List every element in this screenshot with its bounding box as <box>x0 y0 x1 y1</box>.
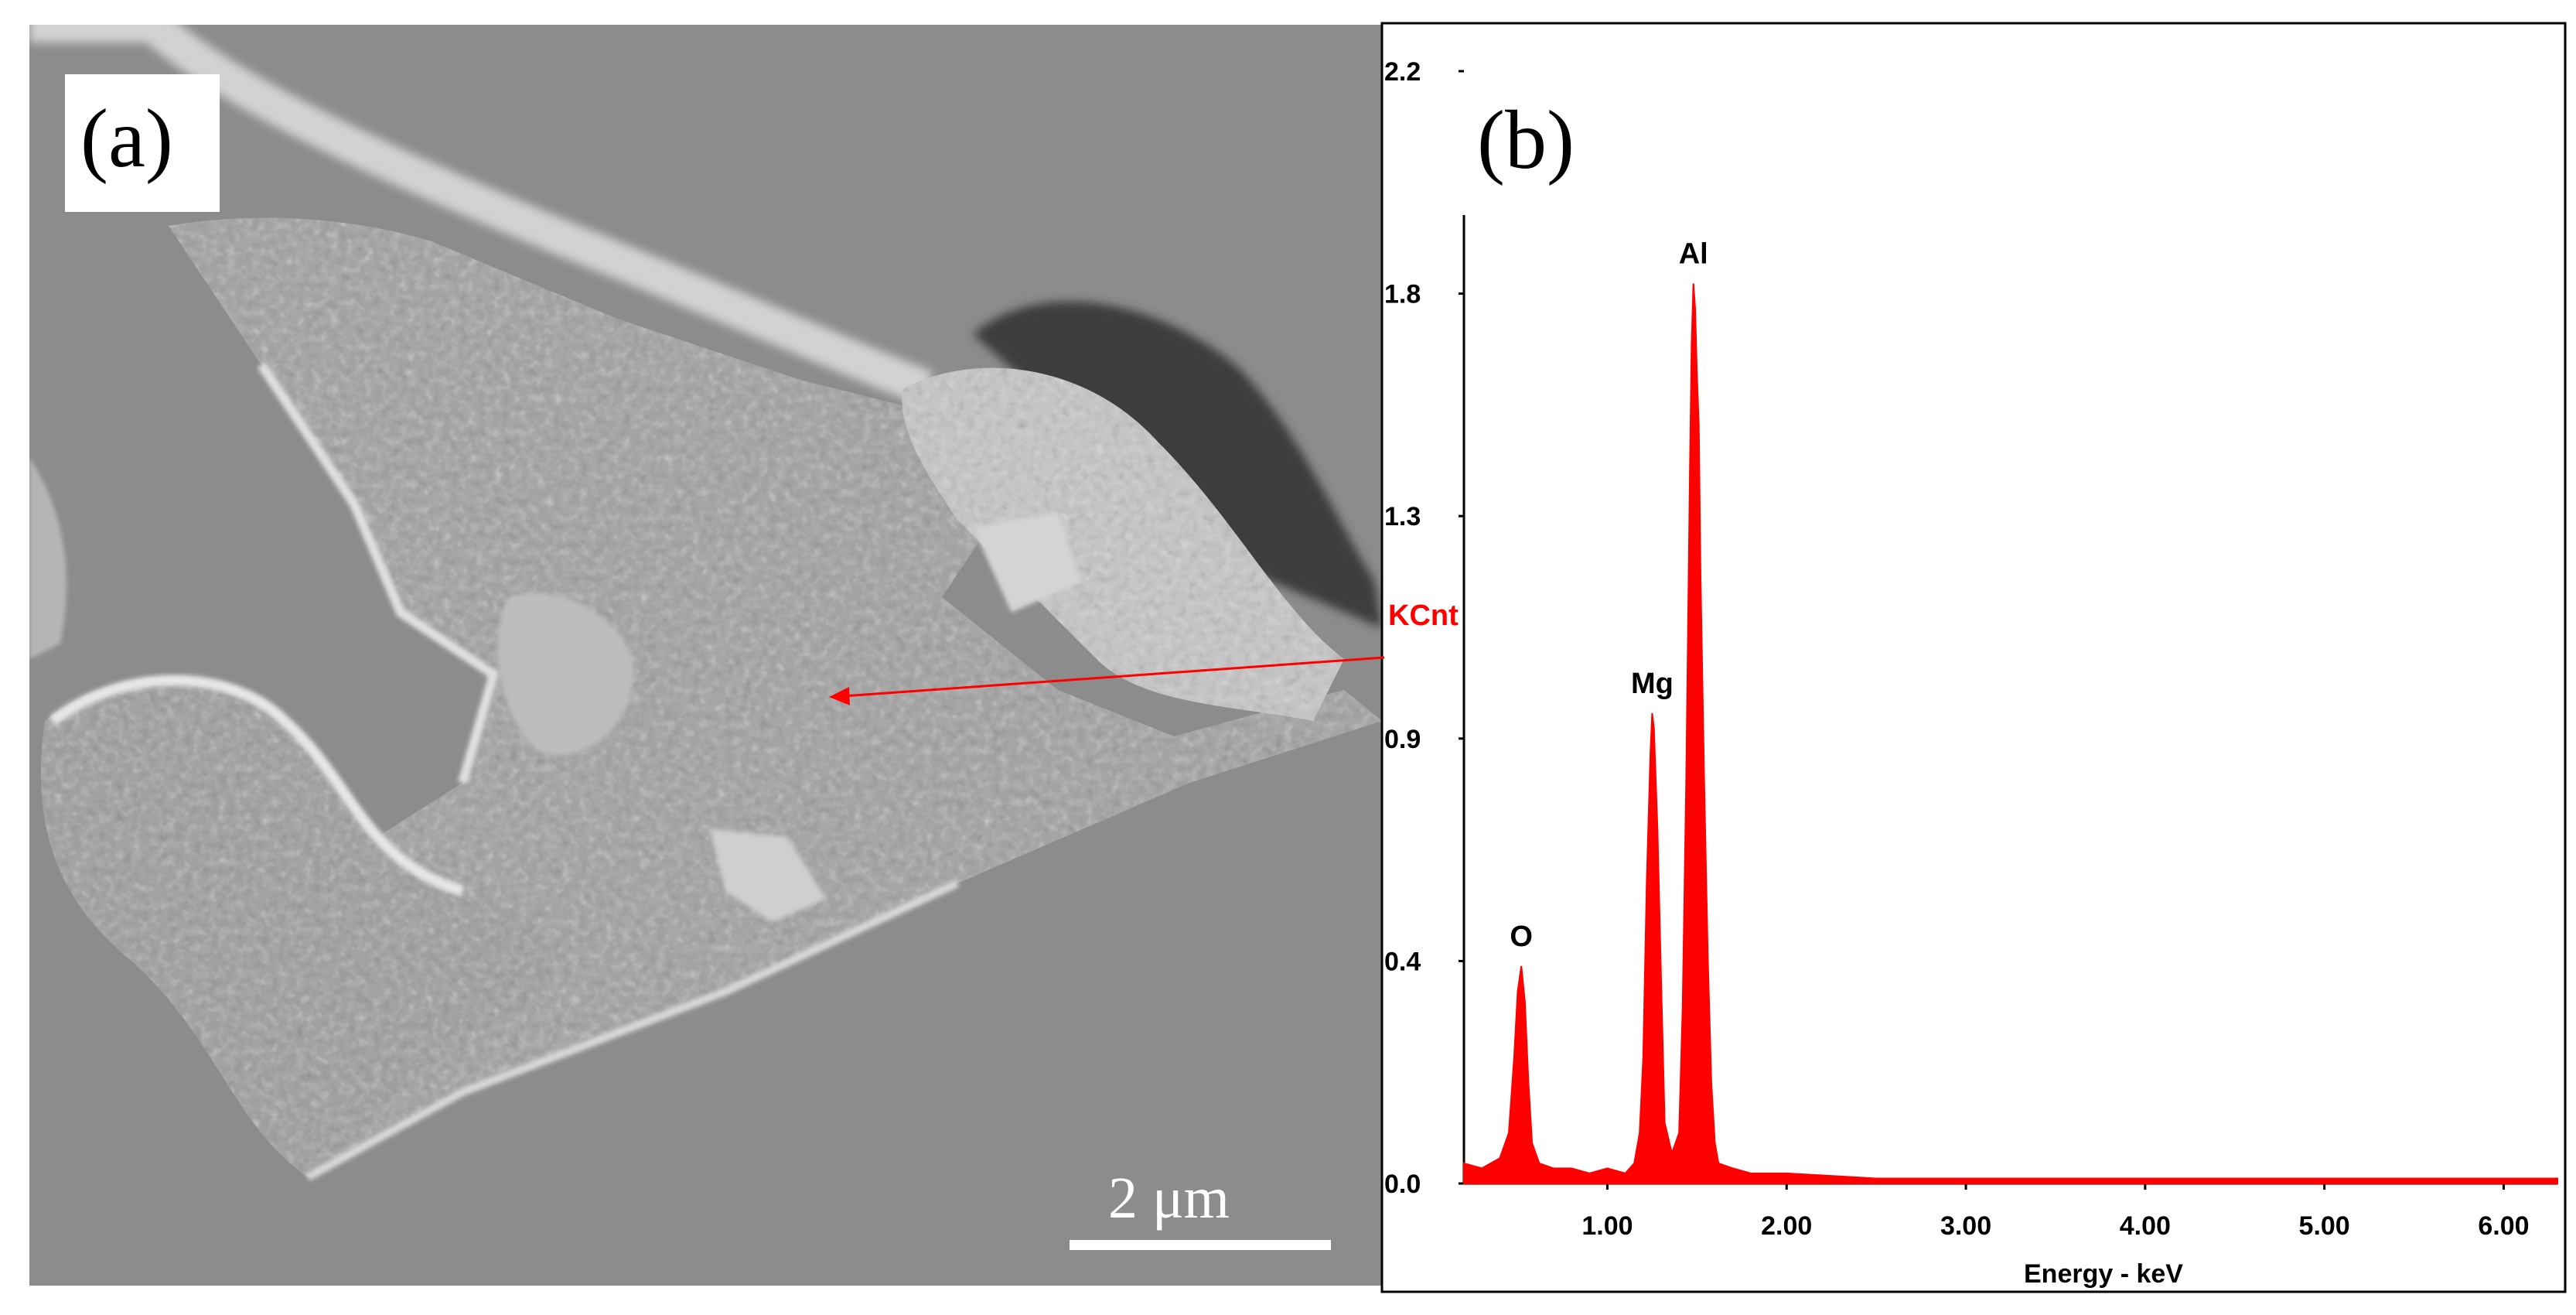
x-tick-label: 3.00 <box>1940 1211 1991 1241</box>
sem-image-panel: (a) 2 μm <box>29 25 1382 1286</box>
particle-lobe <box>40 677 553 1177</box>
x-tick-label: 2.00 <box>1761 1211 1812 1241</box>
y-tick-label: 1.8 <box>1384 280 1421 309</box>
bright-edge <box>258 362 499 784</box>
left-edge-feature <box>29 458 67 659</box>
chart-frame <box>1380 22 2567 1293</box>
spectrum-area <box>1463 283 2558 1184</box>
peak-labels: O Mg Al <box>1510 238 1708 953</box>
y-tick-label: 0.0 <box>1384 1170 1421 1199</box>
scale-bar-label: 2 μm <box>1108 1166 1230 1231</box>
peak-label: Mg <box>1631 668 1674 700</box>
x-tick-label: 6.00 <box>2478 1211 2529 1241</box>
pointer-arrow-line <box>842 656 1385 698</box>
bright-debris <box>710 829 826 922</box>
bright-edge <box>49 675 465 897</box>
x-tick-label: 4.00 <box>2120 1211 2171 1241</box>
bright-debris <box>902 367 1344 721</box>
upper-ridge <box>29 25 933 405</box>
spectrum-series <box>1463 283 2558 1184</box>
x-tick-label: 1.00 <box>1581 1211 1633 1241</box>
panel-a-label-box: (a) <box>65 74 220 212</box>
panel-b-label: (b) <box>1477 94 1575 186</box>
sem-micrograph <box>29 25 1382 1286</box>
peak-label: O <box>1510 920 1533 953</box>
y-axis-title: KCnt <box>1388 599 1459 632</box>
scale-bar <box>1070 1240 1331 1250</box>
x-axis-ticks: 1.00 2.00 3.00 4.00 5.00 6.00 <box>1581 1184 2530 1241</box>
bright-debris <box>497 593 633 755</box>
x-axis-title: Energy - keV <box>2024 1259 2183 1289</box>
y-tick-label: 1.3 <box>1384 502 1421 531</box>
y-axis-ticks: 0.0 0.4 0.9 1.3 1.8 2.2 <box>1384 57 1464 1199</box>
pointer-arrow-head <box>829 687 850 705</box>
panel-a-label: (a) <box>80 93 173 185</box>
y-tick-label: 0.9 <box>1384 725 1421 754</box>
peak-label: Al <box>1679 238 1708 271</box>
y-tick-label: 2.2 <box>1384 57 1421 87</box>
y-tick-label: 0.4 <box>1384 947 1421 976</box>
x-tick-label: 5.00 <box>2299 1211 2350 1241</box>
bright-edge <box>305 880 960 1181</box>
bright-debris <box>973 512 1081 613</box>
